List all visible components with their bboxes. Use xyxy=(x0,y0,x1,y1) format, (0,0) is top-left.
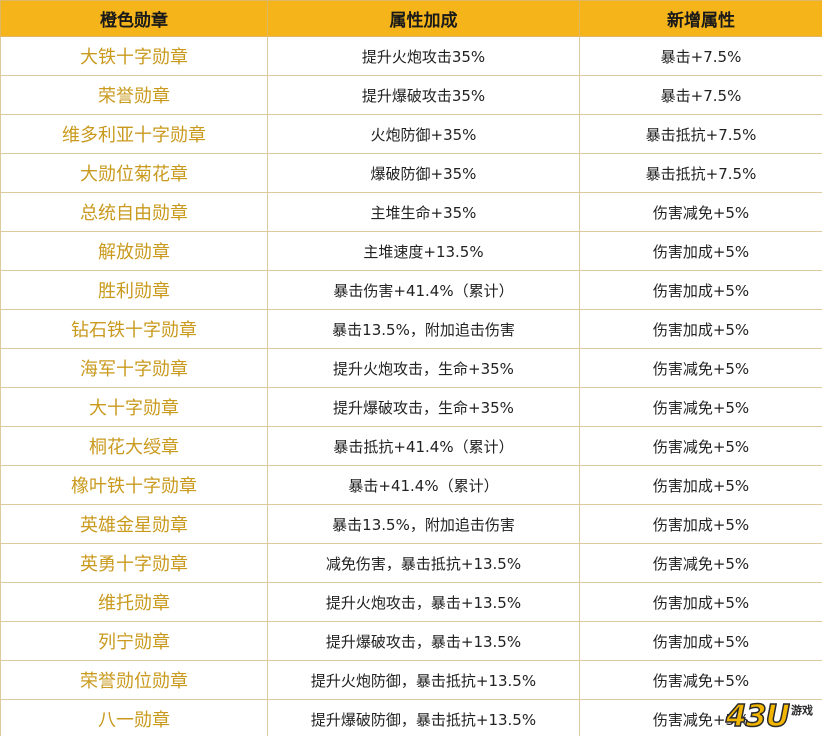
medal-name-cell: 大勋位菊花章 xyxy=(0,153,268,193)
new-attribute-cell: 伤害减免+5% xyxy=(579,660,822,700)
new-attribute-cell: 暴击抵抗+7.5% xyxy=(579,153,822,193)
new-attribute-cell: 伤害减免+5% xyxy=(579,699,822,736)
medal-name-cell: 维多利亚十字勋章 xyxy=(0,114,268,154)
table-row: 维托勋章 提升火炮攻击，暴击+13.5% 伤害加成+5% xyxy=(0,582,822,622)
medal-name-cell: 桐花大绶章 xyxy=(0,426,268,466)
medal-name-cell: 英勇十字勋章 xyxy=(0,543,268,583)
attribute-bonus-cell: 主堆速度+13.5% xyxy=(267,231,580,271)
table-row: 英雄金星勋章 暴击13.5%，附加追击伤害 伤害加成+5% xyxy=(0,504,822,544)
attribute-bonus-cell: 提升火炮防御，暴击抵抗+13.5% xyxy=(267,660,580,700)
attribute-bonus-cell: 暴击抵抗+41.4%（累计） xyxy=(267,426,580,466)
table-row: 钻石铁十字勋章 暴击13.5%，附加追击伤害 伤害加成+5% xyxy=(0,309,822,349)
table-row: 维多利亚十字勋章 火炮防御+35% 暴击抵抗+7.5% xyxy=(0,114,822,154)
medal-name-cell: 荣誉勋章 xyxy=(0,75,268,115)
new-attribute-cell: 伤害加成+5% xyxy=(579,582,822,622)
table-row: 海军十字勋章 提升火炮攻击，生命+35% 伤害减免+5% xyxy=(0,348,822,388)
attribute-bonus-cell: 提升爆破攻击，生命+35% xyxy=(267,387,580,427)
header-medal-name: 橙色勋章 xyxy=(0,0,268,37)
table-row: 总统自由勋章 主堆生命+35% 伤害减免+5% xyxy=(0,192,822,232)
attribute-bonus-cell: 主堆生命+35% xyxy=(267,192,580,232)
new-attribute-cell: 伤害减免+5% xyxy=(579,543,822,583)
table-body: 大铁十字勋章 提升火炮攻击35% 暴击+7.5% 荣誉勋章 提升爆破攻击35% … xyxy=(0,36,822,736)
new-attribute-cell: 暴击+7.5% xyxy=(579,36,822,76)
table-row: 大十字勋章 提升爆破攻击，生命+35% 伤害减免+5% xyxy=(0,387,822,427)
new-attribute-cell: 伤害加成+5% xyxy=(579,270,822,310)
table-row: 八一勋章 提升爆破防御，暴击抵抗+13.5% 伤害减免+5% xyxy=(0,699,822,736)
medal-name-cell: 英雄金星勋章 xyxy=(0,504,268,544)
attribute-bonus-cell: 暴击伤害+41.4%（累计） xyxy=(267,270,580,310)
attribute-bonus-cell: 减免伤害，暴击抵抗+13.5% xyxy=(267,543,580,583)
medal-name-cell: 大十字勋章 xyxy=(0,387,268,427)
medal-name-cell: 橡叶铁十字勋章 xyxy=(0,465,268,505)
medal-name-cell: 钻石铁十字勋章 xyxy=(0,309,268,349)
new-attribute-cell: 伤害加成+5% xyxy=(579,504,822,544)
table-row: 大铁十字勋章 提升火炮攻击35% 暴击+7.5% xyxy=(0,36,822,76)
header-row: 橙色勋章 属性加成 新增属性 xyxy=(0,0,822,37)
medal-name-cell: 海军十字勋章 xyxy=(0,348,268,388)
table-row: 列宁勋章 提升爆破攻击，暴击+13.5% 伤害加成+5% xyxy=(0,621,822,661)
table-row: 桐花大绶章 暴击抵抗+41.4%（累计） 伤害减免+5% xyxy=(0,426,822,466)
attribute-bonus-cell: 暴击+41.4%（累计） xyxy=(267,465,580,505)
new-attribute-cell: 伤害减免+5% xyxy=(579,387,822,427)
table-row: 荣誉勋位勋章 提升火炮防御，暴击抵抗+13.5% 伤害减免+5% xyxy=(0,660,822,700)
new-attribute-cell: 暴击+7.5% xyxy=(579,75,822,115)
medal-name-cell: 解放勋章 xyxy=(0,231,268,271)
header-attribute-bonus: 属性加成 xyxy=(267,0,580,37)
table-row: 橡叶铁十字勋章 暴击+41.4%（累计） 伤害加成+5% xyxy=(0,465,822,505)
medal-name-cell: 维托勋章 xyxy=(0,582,268,622)
attribute-bonus-cell: 暴击13.5%，附加追击伤害 xyxy=(267,504,580,544)
attribute-bonus-cell: 提升火炮攻击，暴击+13.5% xyxy=(267,582,580,622)
attribute-bonus-cell: 提升爆破攻击35% xyxy=(267,75,580,115)
attribute-bonus-cell: 提升爆破防御，暴击抵抗+13.5% xyxy=(267,699,580,736)
table-row: 荣誉勋章 提升爆破攻击35% 暴击+7.5% xyxy=(0,75,822,115)
table-row: 胜利勋章 暴击伤害+41.4%（累计） 伤害加成+5% xyxy=(0,270,822,310)
table-row: 英勇十字勋章 减免伤害，暴击抵抗+13.5% 伤害减免+5% xyxy=(0,543,822,583)
attribute-bonus-cell: 爆破防御+35% xyxy=(267,153,580,193)
new-attribute-cell: 伤害加成+5% xyxy=(579,621,822,661)
medal-name-cell: 列宁勋章 xyxy=(0,621,268,661)
new-attribute-cell: 伤害加成+5% xyxy=(579,465,822,505)
medal-name-cell: 胜利勋章 xyxy=(0,270,268,310)
new-attribute-cell: 伤害减免+5% xyxy=(579,192,822,232)
table-row: 解放勋章 主堆速度+13.5% 伤害加成+5% xyxy=(0,231,822,271)
attribute-bonus-cell: 提升火炮攻击，生命+35% xyxy=(267,348,580,388)
table-header: 橙色勋章 属性加成 新增属性 xyxy=(0,0,822,37)
attribute-bonus-cell: 提升爆破攻击，暴击+13.5% xyxy=(267,621,580,661)
new-attribute-cell: 伤害加成+5% xyxy=(579,231,822,271)
new-attribute-cell: 伤害减免+5% xyxy=(579,348,822,388)
medal-name-cell: 八一勋章 xyxy=(0,699,268,736)
attribute-bonus-cell: 提升火炮攻击35% xyxy=(267,36,580,76)
new-attribute-cell: 伤害加成+5% xyxy=(579,309,822,349)
attribute-bonus-cell: 火炮防御+35% xyxy=(267,114,580,154)
medal-name-cell: 大铁十字勋章 xyxy=(0,36,268,76)
table-row: 大勋位菊花章 爆破防御+35% 暴击抵抗+7.5% xyxy=(0,153,822,193)
medal-name-cell: 总统自由勋章 xyxy=(0,192,268,232)
medal-name-cell: 荣誉勋位勋章 xyxy=(0,660,268,700)
new-attribute-cell: 暴击抵抗+7.5% xyxy=(579,114,822,154)
header-new-attribute: 新增属性 xyxy=(579,0,822,37)
new-attribute-cell: 伤害减免+5% xyxy=(579,426,822,466)
attribute-bonus-cell: 暴击13.5%，附加追击伤害 xyxy=(267,309,580,349)
